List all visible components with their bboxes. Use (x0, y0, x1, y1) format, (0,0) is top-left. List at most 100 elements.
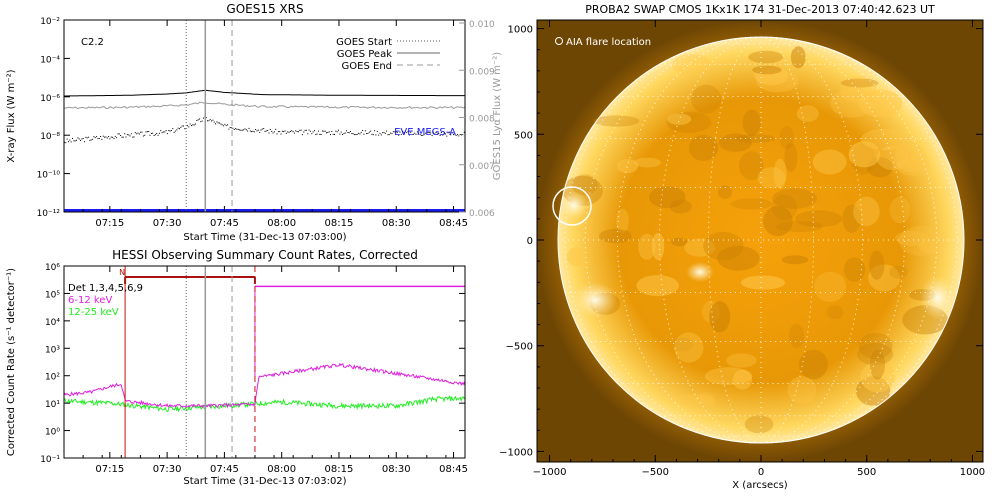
goes-short-channel-point (196, 120, 198, 121)
bright-region (812, 149, 847, 175)
goes-short-channel-point (356, 133, 358, 135)
goes-short-channel-point (102, 135, 104, 137)
hessi-ylabel: Corrected Count Rate (s⁻¹ detector⁻¹) (6, 268, 17, 456)
goes-eve-label: EVE MEGS-A (394, 127, 456, 138)
goes-short-channel-point (376, 131, 378, 132)
swap-xlabel: X (arcsecs) (732, 480, 788, 491)
goes-short-channel-point (76, 139, 77, 141)
goes-short-channel-point (168, 130, 170, 131)
goes-short-channel-point (360, 131, 362, 133)
goes-ytick-right-label: 0.007 (469, 162, 495, 172)
goes-short-channel-point (106, 137, 108, 139)
goes-short-channel-point (243, 129, 245, 131)
goes-short-channel-point (216, 121, 218, 123)
goes-short-channel-point (104, 136, 106, 138)
goes-short-channel-point (195, 123, 196, 125)
hessi-xtick-label: 07:15 (95, 464, 124, 475)
goes-short-channel-point (122, 136, 124, 138)
goes-short-channel-point (192, 124, 194, 126)
hessi-xtick-label: 08:45 (439, 464, 468, 475)
goes-short-channel-point (78, 138, 80, 140)
goes-short-channel-point (116, 137, 118, 139)
goes-short-channel-point (307, 133, 309, 135)
goes-short-channel-point (239, 129, 241, 131)
goes-short-channel-point (93, 136, 95, 138)
goes-short-channel-point (450, 134, 452, 136)
goes-short-channel-point (237, 128, 239, 130)
bright-region (726, 353, 757, 368)
goes-short-channel-point (269, 129, 271, 130)
goes-short-channel-point (438, 133, 440, 135)
bright-region (704, 367, 753, 386)
goes-short-channel-point (416, 131, 418, 133)
goes-frame (63, 19, 466, 213)
goes-short-channel-point (84, 141, 86, 143)
goes-short-channel-point (427, 132, 429, 133)
goes-short-channel-point (396, 131, 398, 133)
goes-short-channel-point (236, 128, 238, 130)
goes-short-channel-point (363, 133, 365, 135)
goes-short-channel-point (66, 138, 68, 140)
goes-short-channel-point (375, 134, 377, 136)
goes-short-channel-point (285, 132, 287, 134)
goes-short-channel-point (272, 132, 274, 134)
goes-short-channel-point (402, 130, 404, 132)
goes-short-channel-point (305, 129, 307, 131)
bright-region-east (573, 282, 617, 318)
dark-region (763, 206, 793, 237)
goes-short-channel-point (132, 136, 134, 138)
goes-short-channel-point (330, 134, 331, 136)
goes-short-channel-point (303, 131, 305, 133)
goes-short-channel-point (137, 132, 139, 134)
goes-short-channel-point (267, 130, 269, 131)
goes-short-channel-point (327, 132, 329, 133)
dark-region (843, 257, 866, 282)
goes-ytick-label: 10⁻⁸ (40, 132, 60, 142)
goes-short-channel-point (90, 139, 92, 141)
bright-region (839, 75, 878, 103)
hessi-xtick-label: 08:15 (325, 464, 354, 475)
goes-short-channel-point (261, 128, 263, 130)
goes-short-channel-point (208, 120, 210, 122)
goes-short-channel-point (165, 130, 167, 132)
goes-short-channel-point (108, 136, 110, 137)
goes-short-channel-point (158, 132, 160, 134)
swap-panel: PROBA2 SWAP CMOS 1Kx1K 174 31-Dec-2013 0… (499, 3, 985, 491)
goes-short-channel-point (339, 133, 341, 135)
goes-short-channel-point (232, 127, 234, 129)
goes-short-channel-point (364, 130, 366, 132)
goes-short-channel-point (276, 133, 278, 135)
goes-short-channel-point (430, 132, 432, 134)
goes-short-channel-point (201, 120, 203, 122)
bright-region (853, 196, 880, 226)
dark-region (842, 204, 862, 233)
goes-short-channel-point (179, 128, 180, 130)
goes-short-channel-point (308, 129, 310, 131)
aia-flare-circle (552, 186, 592, 226)
goes-short-channel-point (80, 139, 81, 141)
bright-region (889, 196, 910, 224)
goes-short-channel-point (426, 132, 428, 134)
goes-short-channel-point (172, 128, 174, 130)
bright-region (740, 275, 786, 290)
goes-short-channel-point (374, 130, 376, 132)
dark-region (858, 332, 893, 360)
bright-region (896, 156, 931, 176)
bright-region-center (686, 262, 714, 282)
bright-region-west (920, 276, 956, 320)
swap-xtick-label: 1000 (960, 467, 985, 478)
goes-short-channel-point (241, 129, 243, 131)
goes-short-channel-point (170, 130, 172, 131)
goes-short-channel-point (410, 131, 412, 133)
bright-region (754, 65, 789, 86)
goes-short-channel-point (248, 127, 250, 129)
goes-short-channel-point (144, 134, 146, 136)
goes-short-channel-point (219, 122, 221, 124)
hessi-night-label: N (119, 268, 125, 277)
dark-region (889, 265, 908, 279)
goes-short-channel-point (207, 120, 208, 122)
goes-short-channel-point (344, 132, 346, 134)
dark-region (744, 415, 774, 434)
goes-short-channel-point (169, 130, 171, 132)
goes-short-channel-point (203, 117, 204, 119)
